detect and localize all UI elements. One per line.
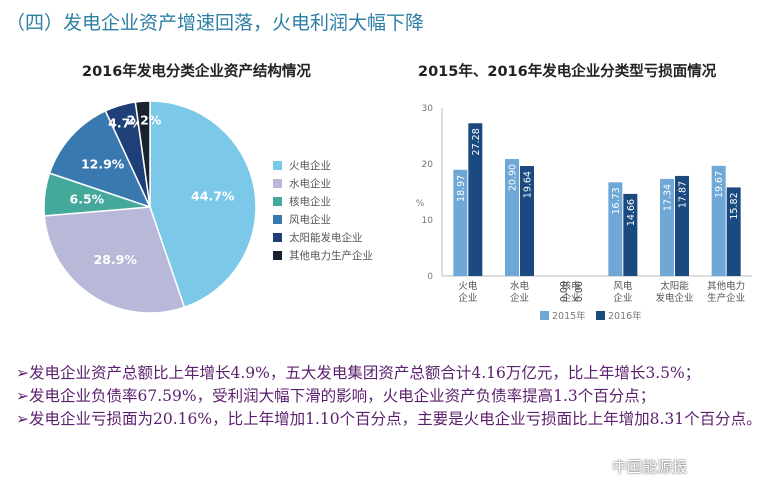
y-tick-label: 0 <box>427 272 433 282</box>
bar-data-label: 0.00 <box>574 281 585 302</box>
pie-slice-label: 12.9% <box>81 157 125 172</box>
legend-label: 水电企业 <box>289 177 331 190</box>
pie-slice-label: 28.9% <box>94 252 138 267</box>
legend-swatch <box>273 214 282 224</box>
pie-slice-label: 4.7% <box>108 116 143 131</box>
x-tick-label: 火电 <box>458 280 478 292</box>
page-headline: （四）发电企业资产增速回落，火电利润大幅下降 <box>6 12 425 34</box>
legend-item: 其他电力生产企业 <box>273 246 373 264</box>
y-tick-label: 20 <box>422 160 434 170</box>
bar-data-label: 18.97 <box>456 175 467 202</box>
bullet-item: ➢发电企业资产总额比上年增长4.9%，五大发电集团资产总额合计4.16万亿元，比… <box>16 364 701 382</box>
legend-swatch <box>596 311 605 320</box>
legend-label: 2016年 <box>608 310 642 322</box>
pie-slice <box>43 206 186 314</box>
pie-slice-label: 6.5% <box>70 191 105 206</box>
x-tick-label: 太阳能 <box>660 280 689 292</box>
legend-item: 火电企业 <box>273 156 373 174</box>
legend-item: 风电企业 <box>273 210 373 228</box>
bar <box>520 166 534 276</box>
pie-slice <box>149 100 257 309</box>
legend-label: 2015年 <box>552 310 586 322</box>
legend-item: 太阳能发电企业 <box>273 228 373 246</box>
bar-data-label: 14.66 <box>626 199 637 226</box>
legend-item: 水电企业 <box>273 174 373 192</box>
legend-label: 核电企业 <box>289 195 331 208</box>
watermark: 中国能源报 <box>612 458 688 476</box>
x-tick-label: 企业 <box>562 292 581 304</box>
legend-swatch <box>273 232 282 242</box>
legend-swatch <box>273 178 282 188</box>
bar-data-label: 19.64 <box>523 171 534 198</box>
pie-slice <box>134 100 151 208</box>
legend-label: 其他电力生产企业 <box>289 249 373 262</box>
x-tick-label: 生产企业 <box>707 292 745 304</box>
y-tick-label: 10 <box>422 216 434 226</box>
bar <box>453 169 468 276</box>
bar <box>675 175 689 276</box>
bar <box>468 123 483 277</box>
legend-swatch <box>273 250 282 260</box>
arrow-icon: ➢ <box>16 410 29 428</box>
pie-slice-label: 2.2% <box>127 112 162 127</box>
bar <box>608 182 623 276</box>
y-axis-label: % <box>416 199 425 209</box>
bar-data-label: 19.67 <box>714 171 725 198</box>
legend-swatch <box>540 311 549 320</box>
x-tick-label: 其他电力 <box>707 280 745 292</box>
bar-data-label: 17.34 <box>663 184 674 211</box>
x-tick-label: 发电企业 <box>655 292 693 304</box>
legend-swatch <box>273 196 282 206</box>
bar-data-label: 16.73 <box>611 187 622 214</box>
legend-swatch <box>273 160 282 170</box>
bar <box>711 165 726 276</box>
pie-legend: 火电企业水电企业核电企业风电企业太阳能发电企业 其他电力生产企业 <box>273 156 373 264</box>
pie-chart-title: 2016年发电分类企业资产结构情况 <box>82 64 311 80</box>
legend-label: 火电企业 <box>289 159 331 172</box>
summary-bullets: ➢发电企业资产总额比上年增长4.9%，五大发电集团资产总额合计4.16万亿元，比… <box>16 362 762 431</box>
bar-data-label: 17.87 <box>678 181 689 208</box>
legend-label: 风电企业 <box>289 213 331 226</box>
x-tick-label: 核电 <box>562 280 582 292</box>
bar-data-label: 15.82 <box>729 192 740 219</box>
legend-item: 核电企业 <box>273 192 373 210</box>
legend-label: 太阳能发电企业 <box>289 231 363 244</box>
bar-data-label: 27.28 <box>471 128 482 155</box>
bar <box>660 178 674 276</box>
bullet-item: ➢发电企业负债率67.59%，受利润大幅下滑的影响，火电企业资产负债率提高1.3… <box>16 387 656 405</box>
bar <box>623 193 638 276</box>
y-tick-label: 30 <box>422 104 434 114</box>
pie-slice-label: 44.7% <box>191 189 235 204</box>
x-tick-label: 企业 <box>613 292 632 304</box>
bar <box>726 187 741 276</box>
bar-chart-title: 2015年、2016年发电企业分类型亏损面情况 <box>418 64 717 80</box>
x-tick-label: 企业 <box>458 292 477 304</box>
bullet-item: ➢发电企业亏损面为20.16%，比上年增加1.10个百分点，主要是火电企业亏损面… <box>16 410 762 428</box>
arrow-icon: ➢ <box>16 364 29 382</box>
x-tick-label: 水电 <box>510 280 530 292</box>
x-tick-label: 风电 <box>613 280 633 292</box>
bar-data-label: 0.00 <box>559 281 570 302</box>
bar-data-label: 20.90 <box>508 164 519 191</box>
x-tick-label: 企业 <box>510 292 529 304</box>
bar <box>505 158 519 276</box>
arrow-icon: ➢ <box>16 387 29 405</box>
pie-slice <box>48 109 152 209</box>
